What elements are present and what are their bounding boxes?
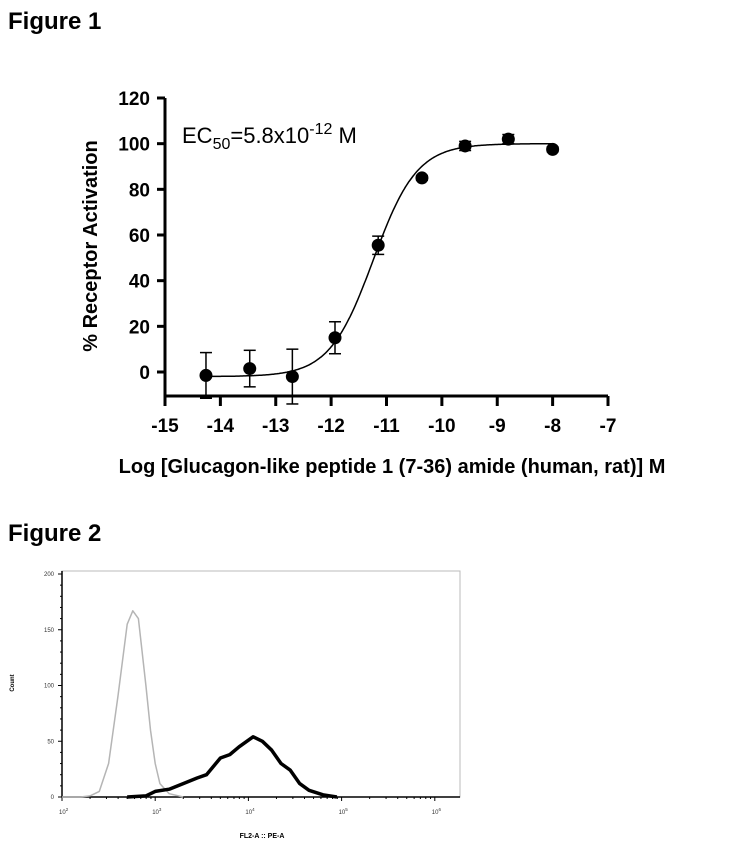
y-axis-label-2: Count: [10, 674, 16, 691]
y-tick-label-2: 100: [44, 684, 55, 690]
x-tick-base: 10: [432, 810, 439, 816]
x-tick-label: -7: [600, 416, 617, 437]
x-tick-label-2: 106: [432, 807, 442, 816]
ec50-annotation: EC50=5.8x10-12 M: [182, 121, 357, 153]
data-point: [328, 331, 342, 345]
data-point: [371, 238, 385, 252]
ec50-main: EC: [182, 123, 213, 148]
histogram-stained: [127, 735, 338, 799]
x-tick-exp: 2: [66, 807, 69, 812]
data-point: [458, 139, 472, 153]
y-tick-label: 0: [139, 363, 150, 384]
x-tick-exp: 5: [345, 807, 348, 812]
x-tick-base: 10: [152, 810, 159, 816]
x-tick-exp: 3: [159, 807, 162, 812]
x-tick-label: -14: [207, 416, 235, 437]
x-tick-label: -12: [317, 416, 344, 437]
figure-1-title: Figure 1: [8, 8, 102, 35]
data-point: [285, 370, 299, 384]
y-tick-label: 100: [118, 135, 150, 156]
data-point: [199, 368, 213, 382]
x-tick-label-2: 102: [59, 807, 69, 816]
y-tick-label: 60: [129, 226, 150, 247]
x-tick-base: 10: [339, 810, 346, 816]
x-tick-label: -13: [262, 416, 289, 437]
x-tick-exp: 6: [438, 807, 441, 812]
data-point: [501, 132, 515, 146]
y-tick-label: 120: [118, 89, 150, 110]
ec50-tail: M: [332, 123, 356, 148]
x-tick-label: -8: [544, 416, 561, 437]
y-tick-label: 20: [129, 317, 150, 338]
x-tick-label-2: 104: [245, 807, 255, 816]
x-tick-exp: 4: [252, 807, 255, 812]
y-tick-label-2: 150: [44, 628, 55, 634]
x-tick-label: -10: [428, 416, 455, 437]
y-axis-label: % Receptor Activation: [80, 140, 102, 352]
plot-frame: [61, 570, 461, 798]
y-tick-label-2: 200: [44, 572, 55, 578]
figure-2-title: Figure 2: [8, 520, 102, 547]
histogram-control: [62, 610, 184, 798]
x-tick-base: 10: [245, 810, 252, 816]
x-tick-base: 10: [59, 810, 66, 816]
x-tick-label-2: 105: [339, 807, 349, 816]
x-tick-label: -15: [151, 416, 179, 437]
fit-curve: [205, 142, 553, 378]
data-point: [546, 142, 560, 156]
data-point: [243, 362, 257, 376]
ec50-mid: =5.8x10: [230, 123, 309, 148]
x-axis-label: Log [Glucagon-like peptide 1 (7-36) amid…: [119, 456, 666, 478]
x-tick-label: -9: [489, 416, 506, 437]
x-axis-label-2: FL2-A :: PE-A: [240, 833, 285, 840]
x-tick-label: -11: [373, 416, 400, 437]
y-tick-label: 40: [129, 272, 150, 293]
y-tick-label-2: 0: [51, 795, 55, 801]
y-tick-label-2: 50: [47, 739, 54, 745]
x-tick-label-2: 103: [152, 807, 162, 816]
ec50-sup: -12: [309, 121, 332, 138]
data-point: [415, 171, 429, 185]
y-tick-label: 80: [129, 180, 150, 201]
ec50-sub: 50: [213, 136, 231, 153]
